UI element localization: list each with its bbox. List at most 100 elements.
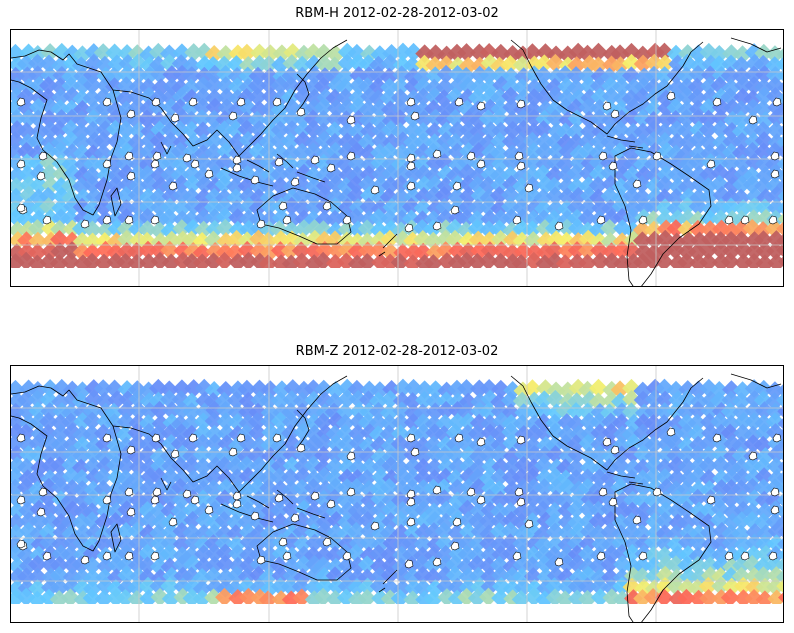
heatmap-tile xyxy=(677,242,697,261)
heatmap-tile xyxy=(291,241,311,261)
heatmap-tile xyxy=(622,207,642,227)
heatmap-tile xyxy=(425,122,444,141)
heatmap-tile xyxy=(446,468,466,488)
heatmap-tile xyxy=(448,155,467,175)
heatmap-tile xyxy=(623,444,643,464)
heatmap-tile xyxy=(28,109,48,129)
heatmap-tile xyxy=(28,53,47,73)
heatmap-tile xyxy=(392,391,412,411)
station-marker xyxy=(102,495,112,505)
heatmap-tile xyxy=(281,402,301,422)
heatmap-tile xyxy=(282,230,302,250)
heatmap-tile xyxy=(39,390,59,410)
heatmap-tile xyxy=(699,42,719,62)
heatmap-tile xyxy=(777,405,783,418)
heatmap-tile xyxy=(282,499,301,519)
heatmap-tile xyxy=(72,132,92,152)
heatmap-tile xyxy=(655,546,675,565)
heatmap-tile xyxy=(458,88,478,107)
heatmap-tile xyxy=(720,252,740,271)
heatmap-tile xyxy=(270,165,289,184)
heatmap-tile xyxy=(313,251,333,271)
heatmap-tile xyxy=(547,142,567,162)
heatmap-tile xyxy=(601,199,620,218)
heatmap-tile xyxy=(710,499,730,519)
heatmap-tile xyxy=(435,109,454,129)
heatmap-tile xyxy=(292,66,312,86)
coastline xyxy=(112,39,348,157)
heatmap-tile xyxy=(325,545,345,565)
heatmap-tile xyxy=(712,143,731,162)
heatmap-tile xyxy=(448,241,467,261)
heatmap-tile xyxy=(711,253,731,272)
heatmap-tile xyxy=(314,379,334,399)
heatmap-tile xyxy=(666,98,686,117)
heatmap-tile xyxy=(325,121,345,140)
heatmap-tile xyxy=(83,144,103,164)
heatmap-tile xyxy=(578,402,597,422)
heatmap-tile xyxy=(117,65,137,85)
heatmap-tile xyxy=(612,413,631,433)
station-marker xyxy=(16,159,26,169)
heatmap-tile xyxy=(337,187,357,207)
heatmap-tile xyxy=(95,456,115,475)
heatmap-tile xyxy=(258,153,278,172)
heatmap-tile xyxy=(557,88,577,108)
heatmap-tile xyxy=(413,122,433,141)
heatmap-tile xyxy=(754,142,773,162)
heatmap-tile xyxy=(709,55,729,74)
heatmap-tile xyxy=(369,221,389,240)
heatmap-tile xyxy=(655,402,675,421)
heatmap-tile xyxy=(436,219,456,238)
heatmap-tile xyxy=(182,66,202,85)
heatmap-tile xyxy=(39,412,58,431)
heatmap-tile xyxy=(248,423,267,443)
heatmap-tile xyxy=(776,579,783,593)
heatmap-tile xyxy=(437,164,456,184)
heatmap-tile xyxy=(315,566,334,586)
heatmap-tile xyxy=(194,220,214,240)
heatmap-tile xyxy=(602,391,621,411)
heatmap-tile xyxy=(105,77,124,96)
heatmap-tile xyxy=(282,163,301,183)
heatmap-tile xyxy=(283,43,303,62)
heatmap-tile xyxy=(558,142,578,161)
heatmap-tile xyxy=(600,186,620,206)
heatmap-tile xyxy=(458,578,478,597)
heatmap-tile xyxy=(534,77,554,97)
heatmap-tile xyxy=(305,512,324,532)
heatmap-tile xyxy=(557,577,577,597)
heatmap-tile xyxy=(566,163,586,183)
heatmap-tile xyxy=(282,54,302,73)
heatmap-tile xyxy=(766,230,783,249)
heatmap-tile xyxy=(555,65,575,84)
heatmap-tile xyxy=(370,99,389,119)
heatmap-tile xyxy=(436,64,456,84)
heatmap-tile xyxy=(677,578,697,597)
heatmap-tile xyxy=(226,456,246,476)
heatmap-tile xyxy=(29,209,49,229)
coastline xyxy=(110,187,122,217)
heatmap-tile xyxy=(390,122,410,142)
heatmap-tile xyxy=(435,413,455,433)
heatmap-tile xyxy=(283,379,303,398)
heatmap-tile xyxy=(250,54,269,74)
heatmap-tile xyxy=(237,119,257,139)
heatmap-tile xyxy=(622,378,641,398)
heatmap-tile xyxy=(370,489,390,509)
heatmap-tile xyxy=(632,174,652,194)
heatmap-tile xyxy=(249,209,268,229)
heatmap-tile xyxy=(470,186,490,205)
station-marker xyxy=(724,551,734,561)
heatmap-tile xyxy=(600,218,619,238)
heatmap-tile xyxy=(304,241,324,261)
heatmap-tile xyxy=(227,55,246,74)
heatmap-tile xyxy=(590,87,610,107)
station-marker xyxy=(152,151,162,161)
heatmap-tile xyxy=(324,66,344,86)
heatmap-tile xyxy=(335,77,355,97)
station-marker xyxy=(182,153,192,163)
heatmap-tile xyxy=(315,512,335,532)
heatmap-tile xyxy=(41,512,61,531)
heatmap-tile xyxy=(326,477,345,497)
